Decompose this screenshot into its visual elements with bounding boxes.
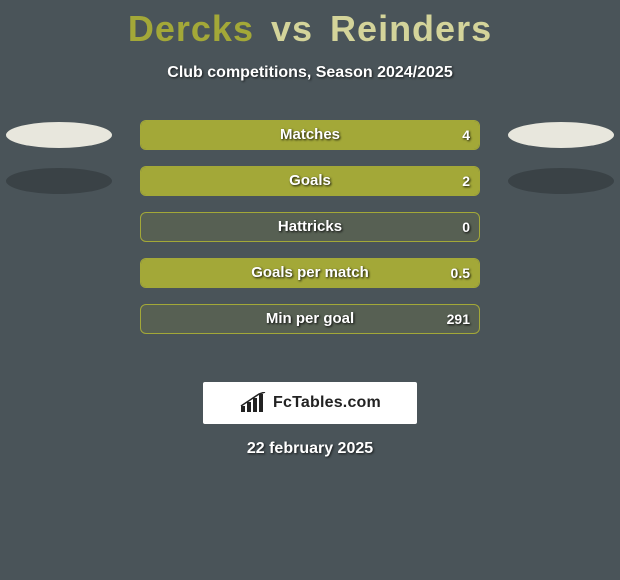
- stats-area: Matches 4 Goals 2 Hattricks 0 Goals per …: [0, 120, 620, 360]
- bar-track: [140, 120, 480, 150]
- bar-track: [140, 304, 480, 334]
- token-left: [6, 168, 112, 194]
- player1-name: Dercks: [128, 8, 254, 49]
- stat-row: Min per goal 291: [0, 304, 620, 334]
- bar-track: [140, 212, 480, 242]
- page-title: Dercks vs Reinders: [0, 0, 620, 50]
- bar-track: [140, 166, 480, 196]
- bar-fill: [141, 259, 479, 287]
- stat-row: Goals 2: [0, 166, 620, 196]
- site-name: FcTables.com: [273, 394, 381, 412]
- token-left: [6, 122, 112, 148]
- stat-row: Matches 4: [0, 120, 620, 150]
- token-right: [508, 168, 614, 194]
- bar-fill: [141, 121, 479, 149]
- bar-fill: [141, 167, 479, 195]
- date-line: 22 february 2025: [0, 440, 620, 458]
- stat-row: Hattricks 0: [0, 212, 620, 242]
- token-right: [508, 122, 614, 148]
- vs-label: vs: [271, 8, 313, 49]
- stat-row: Goals per match 0.5: [0, 258, 620, 288]
- player2-name: Reinders: [330, 8, 492, 49]
- subtitle: Club competitions, Season 2024/2025: [0, 64, 620, 82]
- site-badge[interactable]: FcTables.com: [203, 382, 417, 424]
- bar-track: [140, 258, 480, 288]
- barchart-icon: [239, 392, 267, 414]
